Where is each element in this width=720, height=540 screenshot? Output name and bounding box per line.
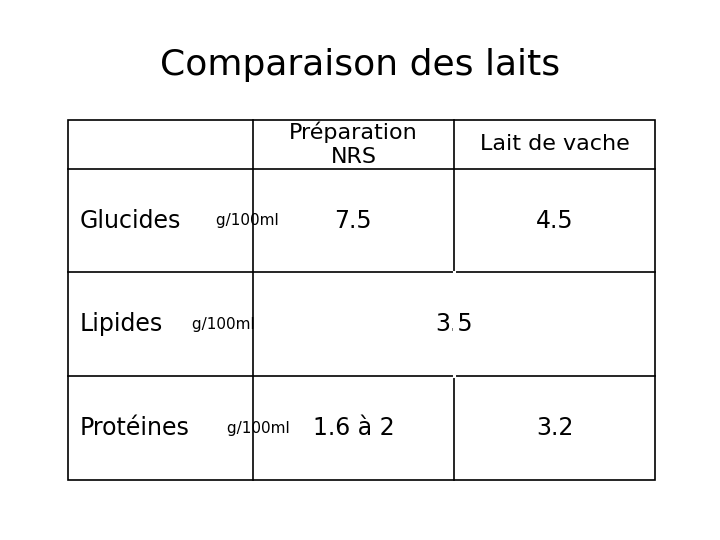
Text: Lipides: Lipides [80,312,163,336]
Text: Protéines: Protéines [80,416,190,440]
Text: 3.5: 3.5 [435,312,473,336]
Text: g/100ml: g/100ml [211,213,279,228]
Text: Glucides: Glucides [80,208,181,233]
Text: Préparation
NRS: Préparation NRS [289,122,418,167]
Text: g/100ml: g/100ml [187,317,255,332]
Text: 7.5: 7.5 [335,208,372,233]
Text: 3.2: 3.2 [536,416,573,440]
Text: Comparaison des laits: Comparaison des laits [160,48,560,82]
Text: 1.6 à 2: 1.6 à 2 [312,416,395,440]
Bar [68,120,655,480]
Text: g/100ml: g/100ml [222,421,289,436]
Text: 4.5: 4.5 [536,208,573,233]
Text: Lait de vache: Lait de vache [480,134,629,154]
